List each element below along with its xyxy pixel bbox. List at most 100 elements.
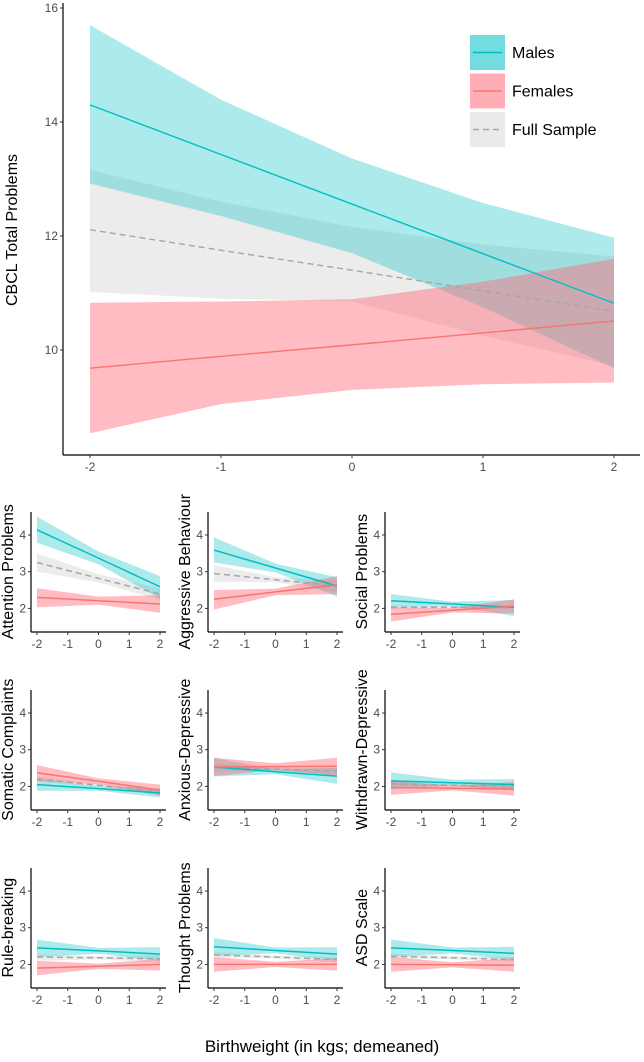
confidence-band-full-sample	[37, 553, 160, 600]
y-tick-label: 4	[373, 884, 380, 898]
x-tick-label: -2	[386, 993, 397, 1007]
confidence-band-males	[214, 757, 337, 784]
x-tick-label: 2	[334, 637, 341, 651]
x-tick-label: 0	[272, 637, 279, 651]
fit-line-males	[390, 599, 515, 609]
y-tick-label: 2	[196, 779, 203, 793]
x-tick-label: -1	[239, 637, 250, 651]
x-tick-label: 0	[349, 460, 356, 474]
y-tick-label: 4	[19, 528, 26, 542]
x-tick-label: -1	[239, 993, 250, 1007]
confidence-band-males	[90, 25, 614, 369]
fit-line-females	[390, 605, 515, 616]
fit-line-males	[89, 104, 615, 304]
confidence-band-males	[214, 937, 337, 961]
x-tick-label: -2	[386, 637, 397, 651]
x-tick-label: -2	[209, 637, 220, 651]
fit-line-males	[390, 780, 515, 786]
x-tick-label: -2	[85, 460, 96, 474]
fit-line-females	[36, 963, 161, 969]
y-tick-label: 2	[196, 957, 203, 971]
x-tick-label: 2	[157, 815, 164, 829]
fit-line-males	[213, 766, 338, 777]
y-tick-label: 12	[45, 229, 59, 243]
x-tick-label: 1	[126, 637, 133, 651]
x-tick-label: 0	[272, 993, 279, 1007]
x-tick-label: 1	[480, 460, 487, 474]
y-tick-label: 2	[19, 779, 26, 793]
y-tick-label: 4	[373, 706, 380, 720]
y-tick-label: 4	[196, 706, 203, 720]
y-axis-title: ASD Scale	[354, 889, 371, 966]
confidence-band-females	[37, 958, 160, 976]
y-axis-title: Social Problems	[354, 514, 371, 630]
x-tick-label: 2	[511, 993, 518, 1007]
fit-line-males	[36, 947, 161, 955]
y-tick-label: 3	[196, 743, 203, 757]
y-tick-label: 4	[19, 884, 26, 898]
y-tick-label: 10	[45, 343, 59, 357]
x-tick-label: 0	[95, 993, 102, 1007]
x-tick-label: 1	[126, 993, 133, 1007]
y-tick-label: 2	[373, 779, 380, 793]
x-tick-label: -2	[386, 815, 397, 829]
confidence-band-males	[214, 537, 337, 597]
x-tick-label: 0	[272, 815, 279, 829]
fit-line-females	[89, 320, 615, 369]
x-tick-label: -1	[239, 815, 250, 829]
y-tick-label: 3	[373, 743, 380, 757]
y-tick-label: 2	[19, 601, 26, 615]
y-tick-label: 3	[196, 565, 203, 579]
x-tick-label: 2	[157, 993, 164, 1007]
x-tick-label: -2	[32, 637, 43, 651]
y-tick-label: 3	[19, 921, 26, 935]
x-tick-label: 1	[126, 815, 133, 829]
x-tick-label: 1	[480, 993, 487, 1007]
x-tick-label: -2	[32, 815, 43, 829]
fit-line-males	[213, 946, 338, 955]
y-tick-label: 4	[196, 528, 203, 542]
confidence-band-full-sample	[214, 565, 337, 592]
fit-line-females	[213, 765, 338, 768]
x-axis-title: Birthweight (in kgs; demeaned)	[205, 1037, 439, 1056]
y-axis-title: Withdrawn-Depressive	[354, 669, 371, 830]
y-tick-label: 3	[373, 565, 380, 579]
y-tick-label: 16	[45, 1, 59, 15]
y-tick-label: 2	[373, 957, 380, 971]
x-tick-label: -2	[209, 815, 220, 829]
x-tick-label: 2	[511, 815, 518, 829]
x-tick-label: 1	[480, 815, 487, 829]
fit-line-females	[390, 786, 515, 790]
x-tick-label: -2	[32, 993, 43, 1007]
x-tick-label: 1	[303, 637, 310, 651]
fit-line-males	[213, 549, 338, 587]
x-tick-label: 2	[511, 637, 518, 651]
legend-label: Males	[512, 45, 555, 62]
confidence-band-females	[90, 258, 614, 434]
x-tick-label: 0	[449, 815, 456, 829]
x-tick-label: 2	[157, 637, 164, 651]
x-tick-label: 0	[449, 637, 456, 651]
y-axis-title: Attention Problems	[0, 504, 17, 639]
fit-line-full-sample	[36, 956, 161, 960]
y-tick-label: 3	[19, 565, 26, 579]
y-axis-title: Anxious-Depressive	[177, 678, 194, 820]
fit-line-full-sample	[36, 561, 161, 595]
fit-line-full-sample	[390, 955, 515, 961]
fit-line-females	[390, 963, 515, 966]
x-tick-label: 0	[95, 637, 102, 651]
legend-label: Females	[512, 84, 573, 101]
fit-line-full-sample	[390, 783, 515, 788]
x-tick-label: -1	[416, 815, 427, 829]
fit-line-full-sample	[89, 229, 615, 312]
legend: Males Females Full Sample	[470, 35, 597, 147]
